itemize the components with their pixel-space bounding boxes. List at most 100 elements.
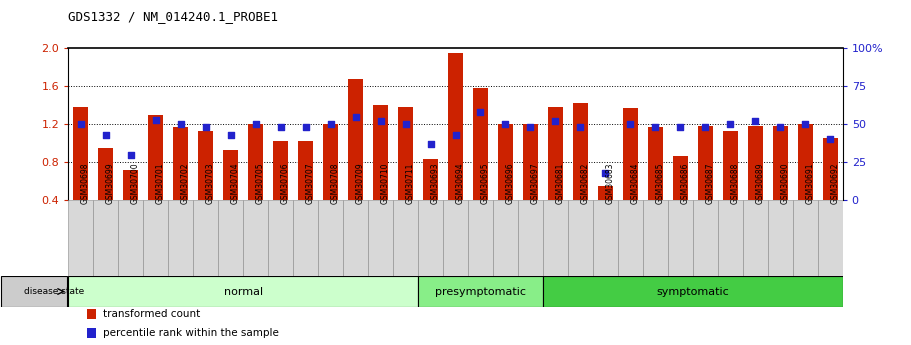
Point (473, 109, 487, 115)
Text: disease state: disease state (24, 287, 84, 296)
Point (623, 121, 638, 127)
Text: GSM30690: GSM30690 (780, 162, 789, 204)
Bar (748, 126, 763, 200)
Bar (173, 127, 189, 200)
Bar (68, 200, 93, 276)
Point (523, 125, 537, 130)
Point (448, 132, 463, 138)
Point (648, 125, 662, 130)
Text: GSM30702: GSM30702 (180, 162, 189, 204)
Bar (323, 124, 338, 200)
Text: GSM30686: GSM30686 (681, 162, 690, 204)
Bar (418, 276, 543, 307)
Text: GSM30699: GSM30699 (106, 162, 115, 204)
Text: GSM30697: GSM30697 (530, 162, 539, 204)
Text: GSM30689: GSM30689 (755, 162, 764, 204)
Bar (318, 200, 343, 276)
Text: GSM30684: GSM30684 (630, 162, 640, 204)
Bar (199, 131, 213, 200)
Bar (498, 124, 513, 200)
Bar (468, 200, 493, 276)
Text: GSM30682: GSM30682 (580, 162, 589, 204)
Text: GSM30688: GSM30688 (731, 162, 739, 204)
Bar (573, 103, 588, 200)
Point (773, 125, 787, 130)
Bar (593, 200, 618, 276)
Point (599, 170, 613, 176)
Bar (623, 108, 638, 200)
Bar (818, 200, 843, 276)
Bar (768, 200, 793, 276)
Text: normal: normal (223, 287, 262, 296)
Point (424, 141, 438, 147)
Text: GSM30695: GSM30695 (480, 162, 489, 204)
Bar (543, 276, 843, 307)
Text: GSM30703: GSM30703 (206, 162, 215, 204)
Bar (343, 200, 368, 276)
Bar (543, 200, 568, 276)
Bar (148, 115, 163, 200)
Text: GSM30708: GSM30708 (331, 162, 340, 204)
Text: GSM30683: GSM30683 (606, 162, 614, 204)
Bar (248, 124, 263, 200)
Bar (348, 79, 363, 200)
Bar (93, 200, 118, 276)
Bar (169, 200, 193, 276)
Bar (143, 200, 169, 276)
Point (148, 117, 163, 122)
Point (74, 121, 88, 127)
Bar (223, 150, 238, 200)
Text: GSM30710: GSM30710 (381, 162, 390, 204)
Text: GSM30698: GSM30698 (81, 162, 90, 204)
Text: GSM30687: GSM30687 (705, 162, 714, 204)
Bar (443, 200, 468, 276)
Bar (793, 200, 818, 276)
Text: GSM30685: GSM30685 (655, 162, 664, 204)
Bar (668, 200, 692, 276)
Text: GSM30696: GSM30696 (506, 162, 515, 204)
Point (298, 125, 312, 130)
Point (573, 125, 588, 130)
Point (124, 152, 138, 157)
Text: GSM30704: GSM30704 (230, 162, 240, 204)
Text: GSM30692: GSM30692 (830, 162, 839, 204)
Point (798, 121, 813, 127)
Bar (68, 276, 418, 307)
Point (98, 132, 113, 138)
Bar (98, 148, 113, 200)
Bar (648, 127, 663, 200)
Text: GSM30701: GSM30701 (156, 162, 165, 204)
Point (723, 121, 738, 127)
Point (323, 121, 338, 127)
Bar (118, 200, 143, 276)
Bar (418, 200, 443, 276)
Point (748, 118, 763, 124)
Text: symptomatic: symptomatic (657, 287, 729, 296)
Bar (219, 200, 243, 276)
Bar (718, 200, 742, 276)
Bar (643, 200, 668, 276)
Bar (523, 124, 537, 200)
Bar (618, 200, 643, 276)
Text: transformed count: transformed count (103, 309, 200, 319)
Point (348, 114, 363, 119)
Point (199, 125, 213, 130)
Point (374, 118, 388, 124)
Text: GSM30700: GSM30700 (131, 162, 139, 204)
Text: GSM30706: GSM30706 (281, 162, 290, 204)
Point (698, 125, 712, 130)
Bar (374, 105, 388, 200)
Bar (568, 200, 593, 276)
Text: GDS1332 / NM_014240.1_PROBE1: GDS1332 / NM_014240.1_PROBE1 (68, 10, 279, 23)
Bar (368, 200, 393, 276)
Point (548, 118, 563, 124)
Text: GSM30691: GSM30691 (805, 162, 814, 204)
Text: percentile rank within the sample: percentile rank within the sample (103, 328, 279, 338)
Bar (298, 141, 313, 200)
Bar (393, 200, 418, 276)
Point (249, 121, 263, 127)
Bar (773, 126, 788, 200)
Bar (798, 124, 813, 200)
Bar (268, 200, 293, 276)
Point (273, 125, 288, 130)
